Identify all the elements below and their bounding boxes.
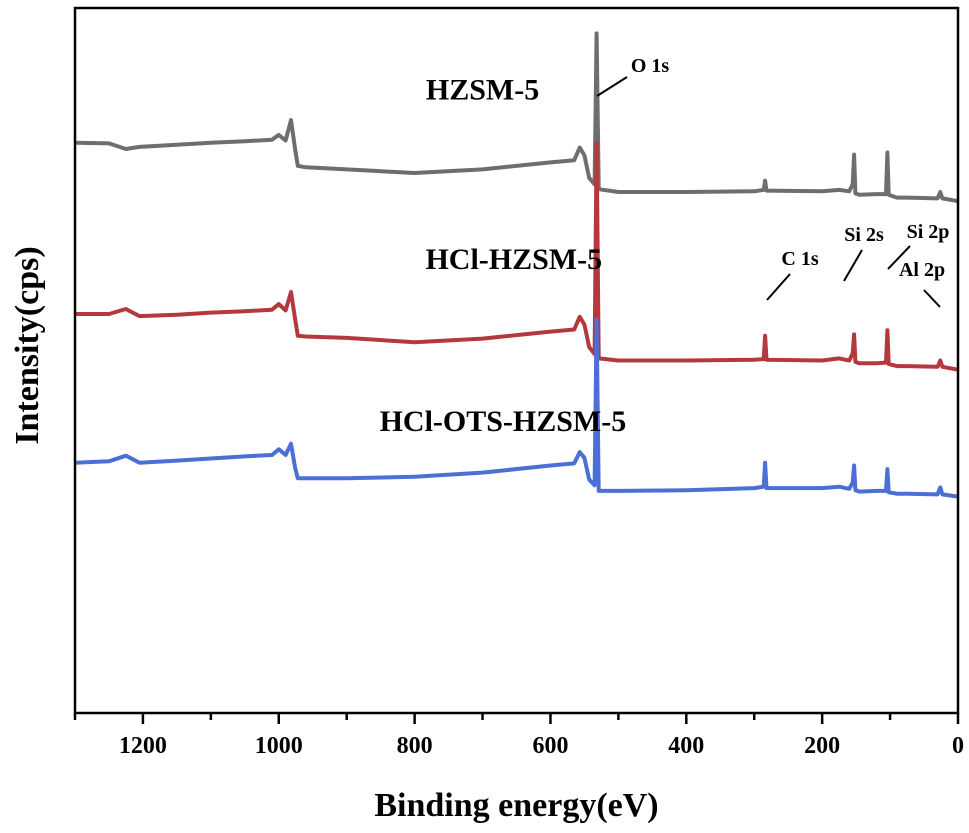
x-tick-label: 0: [952, 733, 964, 759]
peak-leader-si-2s: [843, 249, 863, 282]
series-label-hzsm-5: HZSM-5: [426, 74, 539, 107]
series-line-hcl-hzsm-5: [75, 141, 959, 372]
series-label-hcl-hzsm-5: HCl-HZSM-5: [425, 243, 602, 276]
series-line-hzsm-5: [74, 31, 959, 204]
x-tick-label: 800: [397, 733, 433, 759]
peak-leader-si-2p: [887, 245, 911, 270]
x-tick-label: 200: [804, 733, 840, 759]
peak-label-al-2p: Al 2p: [899, 259, 945, 281]
x-tick-label: 1000: [255, 733, 303, 759]
x-tick-label: 1200: [119, 733, 167, 759]
series-line-hcl-ots-hzsm-5: [74, 317, 959, 499]
plot-frame: [73, 6, 960, 715]
y-axis-title: Intensity(cps): [9, 246, 46, 444]
x-axis-title: Binding energy(eV): [374, 787, 658, 824]
x-tick-label: 600: [532, 733, 568, 759]
peak-label-o-1s: O 1s: [631, 55, 670, 77]
peak-label-si-2s: Si 2s: [844, 224, 884, 246]
peak-leader-o-1s: [596, 76, 628, 97]
peak-leader-al-2p: [923, 289, 941, 308]
series-label-hcl-ots-hzsm-5: HCl-OTS-HZSM-5: [380, 405, 627, 438]
peak-leader-c-1s: [766, 273, 791, 301]
peak-label-c-1s: C 1s: [781, 248, 818, 270]
peak-label-si-2p: Si 2p: [907, 221, 950, 243]
x-tick-label: 400: [668, 733, 704, 759]
